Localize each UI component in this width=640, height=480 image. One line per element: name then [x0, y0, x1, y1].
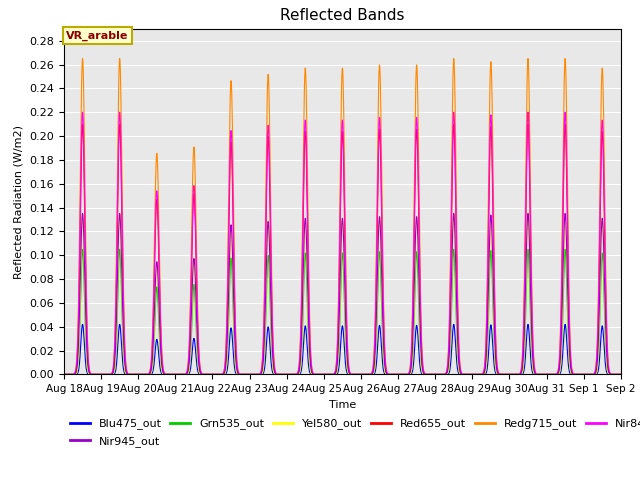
Redg715_out — [298, 270, 305, 276]
Red655_out — [617, 372, 625, 377]
Yel580_out — [60, 372, 68, 377]
Red655_out — [124, 372, 131, 377]
Line: Nir840_out: Nir840_out — [64, 112, 621, 374]
Yel580_out — [79, 211, 86, 216]
Yel580_out — [124, 372, 131, 377]
Yel580_out — [298, 342, 305, 348]
Nir840_out — [546, 372, 554, 377]
Nir840_out — [79, 109, 86, 115]
Y-axis label: Reflected Radiation (W/m2): Reflected Radiation (W/m2) — [14, 125, 24, 278]
Blu475_out — [157, 368, 164, 374]
Nir840_out — [298, 287, 305, 293]
Title: Reflected Bands: Reflected Bands — [280, 9, 404, 24]
Nir840_out — [124, 371, 131, 376]
Red655_out — [298, 302, 305, 308]
Nir945_out — [60, 372, 68, 377]
Yel580_out — [546, 372, 554, 377]
Nir945_out — [274, 372, 282, 377]
Nir840_out — [157, 324, 164, 329]
Nir945_out — [79, 211, 86, 216]
Grn535_out — [606, 372, 614, 377]
Redg715_out — [617, 372, 625, 377]
Line: Red655_out: Red655_out — [64, 124, 621, 374]
Grn535_out — [124, 372, 131, 377]
Blu475_out — [606, 372, 614, 377]
Nir945_out — [157, 347, 164, 353]
Blu475_out — [124, 372, 131, 377]
Red655_out — [606, 371, 614, 377]
Yel580_out — [157, 357, 164, 362]
Redg715_out — [157, 314, 164, 320]
Nir840_out — [274, 372, 282, 377]
Blu475_out — [298, 365, 305, 371]
Line: Redg715_out: Redg715_out — [64, 59, 621, 374]
Grn535_out — [79, 246, 86, 252]
Yel580_out — [617, 372, 625, 377]
Red655_out — [157, 334, 164, 339]
Red655_out — [79, 121, 86, 127]
Nir945_out — [617, 372, 625, 377]
Line: Grn535_out: Grn535_out — [64, 249, 621, 374]
Grn535_out — [157, 360, 164, 366]
Redg715_out — [606, 370, 614, 375]
Red655_out — [546, 372, 554, 377]
Blu475_out — [60, 372, 68, 377]
Text: VR_arable: VR_arable — [66, 30, 128, 41]
Yel580_out — [274, 372, 282, 377]
Blu475_out — [617, 372, 625, 377]
Grn535_out — [546, 372, 554, 377]
X-axis label: Time: Time — [329, 400, 356, 409]
Grn535_out — [60, 372, 68, 377]
Yel580_out — [606, 372, 614, 377]
Legend: Nir945_out: Nir945_out — [70, 436, 160, 446]
Redg715_out — [79, 56, 86, 61]
Blu475_out — [546, 372, 554, 377]
Nir945_out — [298, 327, 305, 333]
Grn535_out — [298, 348, 305, 354]
Grn535_out — [617, 372, 625, 377]
Nir840_out — [60, 372, 68, 377]
Line: Yel580_out: Yel580_out — [64, 214, 621, 374]
Nir840_out — [606, 370, 614, 376]
Nir945_out — [606, 372, 614, 377]
Line: Blu475_out: Blu475_out — [64, 324, 621, 374]
Grn535_out — [274, 372, 282, 377]
Redg715_out — [124, 371, 131, 376]
Red655_out — [274, 372, 282, 377]
Redg715_out — [546, 372, 554, 377]
Nir945_out — [546, 372, 554, 377]
Blu475_out — [274, 372, 282, 377]
Nir945_out — [124, 372, 131, 377]
Line: Nir945_out: Nir945_out — [64, 214, 621, 374]
Red655_out — [60, 372, 68, 377]
Nir840_out — [617, 372, 625, 377]
Blu475_out — [79, 322, 86, 327]
Redg715_out — [274, 372, 282, 377]
Redg715_out — [60, 372, 68, 377]
